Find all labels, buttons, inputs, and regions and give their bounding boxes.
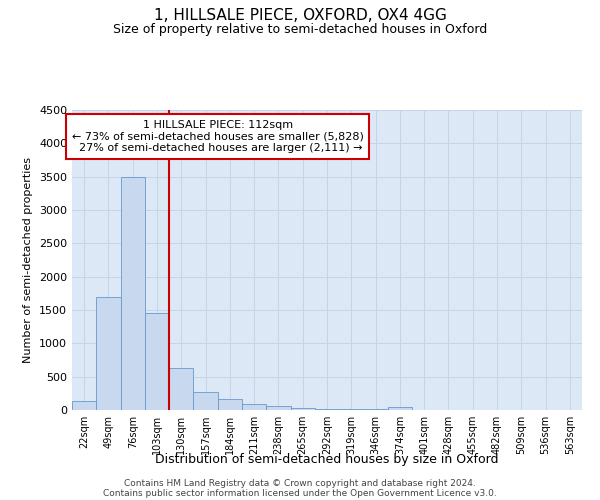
Text: Contains HM Land Registry data © Crown copyright and database right 2024.: Contains HM Land Registry data © Crown c… bbox=[124, 479, 476, 488]
Bar bbox=[121, 176, 145, 410]
Text: Distribution of semi-detached houses by size in Oxford: Distribution of semi-detached houses by … bbox=[155, 452, 499, 466]
Bar bbox=[315, 408, 339, 410]
Bar bbox=[290, 408, 315, 410]
Y-axis label: Number of semi-detached properties: Number of semi-detached properties bbox=[23, 157, 34, 363]
Bar bbox=[388, 406, 412, 410]
Bar bbox=[72, 402, 96, 410]
Text: 1 HILLSALE PIECE: 112sqm  
← 73% of semi-detached houses are smaller (5,828)
  2: 1 HILLSALE PIECE: 112sqm ← 73% of semi-d… bbox=[72, 120, 364, 153]
Bar bbox=[242, 404, 266, 410]
Bar bbox=[145, 314, 169, 410]
Bar bbox=[96, 296, 121, 410]
Text: 1, HILLSALE PIECE, OXFORD, OX4 4GG: 1, HILLSALE PIECE, OXFORD, OX4 4GG bbox=[154, 8, 446, 22]
Text: Contains public sector information licensed under the Open Government Licence v3: Contains public sector information licen… bbox=[103, 489, 497, 498]
Bar bbox=[169, 368, 193, 410]
Bar bbox=[218, 400, 242, 410]
Bar bbox=[266, 406, 290, 410]
Text: Size of property relative to semi-detached houses in Oxford: Size of property relative to semi-detach… bbox=[113, 22, 487, 36]
Bar bbox=[193, 392, 218, 410]
Bar bbox=[339, 409, 364, 410]
